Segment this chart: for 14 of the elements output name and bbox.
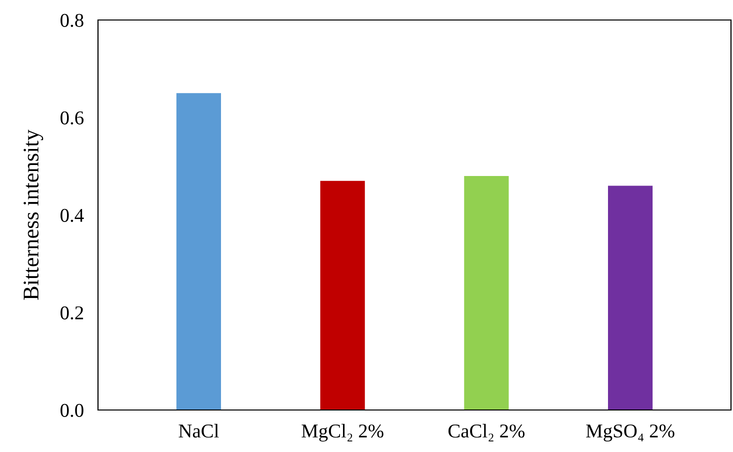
bar xyxy=(176,93,222,410)
x-tick-label: NaCl xyxy=(178,424,219,438)
y-tick-label: 0.8 xyxy=(60,14,84,28)
bar xyxy=(608,186,653,410)
y-tick-label: 0.4 xyxy=(60,208,84,222)
bar xyxy=(464,176,509,410)
x-tick-label: MgSO₄ 2% xyxy=(586,424,674,442)
y-axis-title: Bitterness intensity xyxy=(24,130,44,300)
x-tick-label: CaCl₂ 2% xyxy=(448,424,525,442)
x-tick-label: MgCl₂ 2% xyxy=(302,424,384,442)
y-tick-label: 0.6 xyxy=(60,111,84,125)
y-tick-label: 0.2 xyxy=(60,306,84,320)
bar xyxy=(320,180,365,410)
y-tick-label: 0.0 xyxy=(60,404,84,418)
